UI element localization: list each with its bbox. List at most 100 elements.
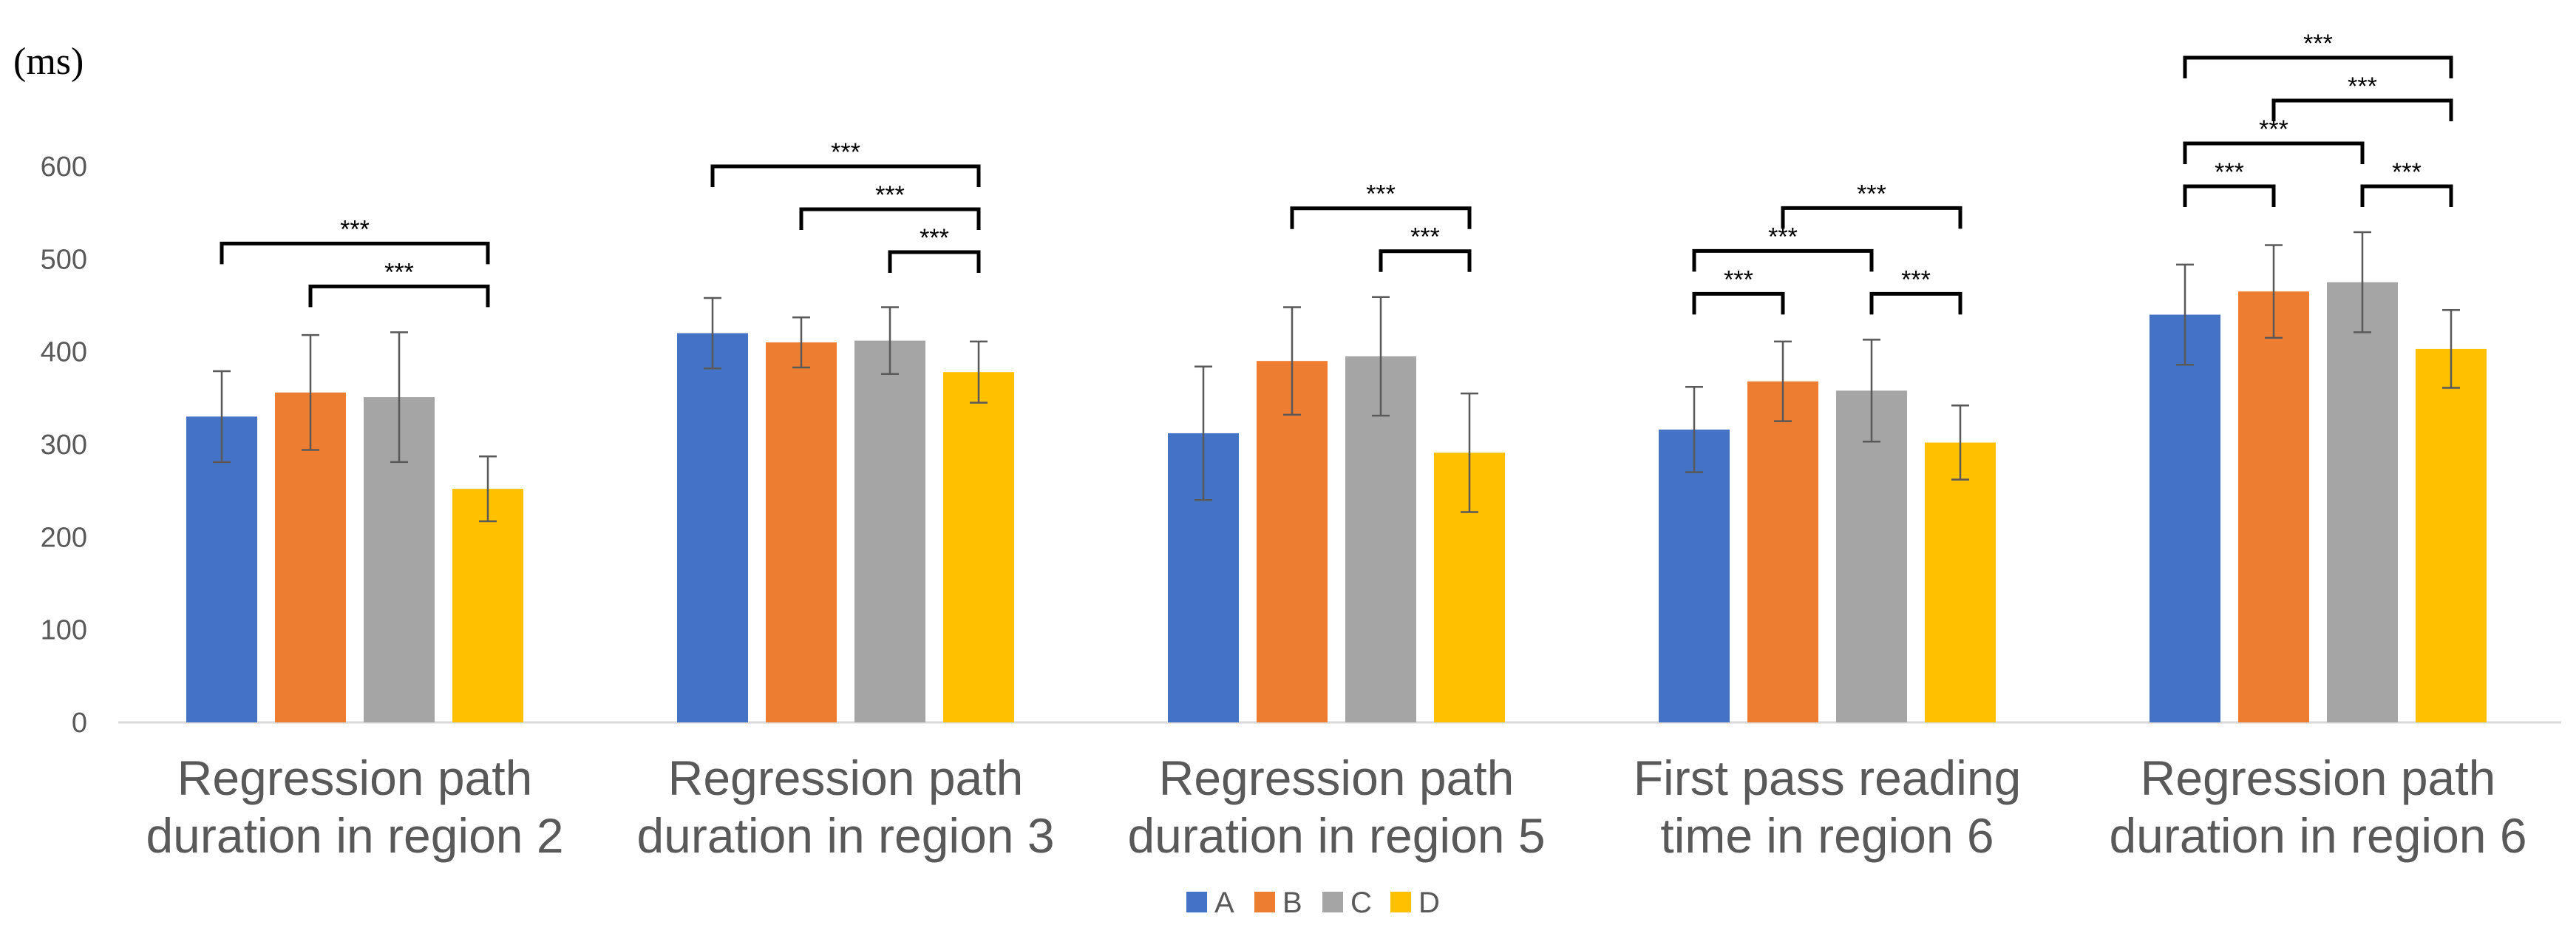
y-tick-label: 500 bbox=[41, 244, 87, 275]
bar-a-cat1 bbox=[186, 416, 257, 722]
significance-label: *** bbox=[2303, 30, 2333, 58]
legend-swatch bbox=[1390, 892, 1411, 912]
bar-b-cat3 bbox=[1257, 361, 1328, 722]
error-bar-b-cat4 bbox=[1774, 340, 1792, 422]
bar-b-cat4 bbox=[1747, 381, 1818, 722]
bar-d-cat5 bbox=[2416, 348, 2487, 722]
error-bar-c-cat3 bbox=[1372, 296, 1390, 417]
significance-bracket: *** bbox=[308, 258, 490, 308]
y-tick-label: 300 bbox=[41, 430, 87, 461]
bar-a-cat5 bbox=[2150, 314, 2220, 722]
y-tick-label: 200 bbox=[41, 522, 87, 553]
y-tick-label: 100 bbox=[41, 615, 87, 646]
error-bar-b-cat5 bbox=[2265, 244, 2283, 339]
significance-label: *** bbox=[2215, 158, 2244, 186]
legend-item-a: A bbox=[1186, 887, 1234, 919]
significance-label: *** bbox=[1901, 265, 1931, 294]
significance-label: *** bbox=[875, 181, 905, 209]
bar-b-cat5 bbox=[2238, 291, 2309, 722]
bar-d-cat2 bbox=[943, 372, 1014, 722]
y-unit-label: (ms) bbox=[13, 41, 84, 83]
y-axis-ticks: 0 100 200 300 400 500 600 bbox=[41, 152, 87, 739]
bars-group bbox=[186, 282, 2487, 723]
error-bar-c-cat2 bbox=[881, 306, 899, 375]
significance-bracket: *** bbox=[2360, 158, 2453, 207]
bar-a-cat4 bbox=[1659, 429, 1730, 722]
significance-brackets: ****** ****************** ************ ****… bbox=[220, 30, 2453, 315]
significance-bracket: *** bbox=[2183, 115, 2365, 164]
legend-swatch bbox=[1254, 892, 1275, 912]
legend-item-c: C bbox=[1322, 887, 1372, 919]
category-label: duration in region 5 bbox=[1127, 808, 1545, 863]
legend-item-b: B bbox=[1254, 887, 1302, 919]
significance-bracket: *** bbox=[2183, 158, 2276, 207]
error-bar-d-cat4 bbox=[1951, 404, 1969, 481]
bar-d-cat1 bbox=[452, 489, 523, 722]
bar-a-cat2 bbox=[677, 333, 748, 723]
significance-bracket: *** bbox=[888, 224, 981, 273]
category-label: Regression path bbox=[2141, 750, 2496, 805]
significance-bracket: *** bbox=[2271, 72, 2453, 121]
category-label: Regression path bbox=[668, 750, 1024, 805]
bar-c-cat4 bbox=[1836, 390, 1907, 722]
y-tick-label: 0 bbox=[72, 708, 87, 739]
significance-bracket: *** bbox=[1692, 223, 1874, 272]
category-label: First pass reading bbox=[1634, 750, 2022, 805]
legend-swatch bbox=[1186, 892, 1207, 912]
legend-label: C bbox=[1350, 887, 1372, 919]
significance-bracket: *** bbox=[2183, 30, 2453, 78]
significance-label: *** bbox=[340, 215, 370, 243]
bar-b-cat2 bbox=[766, 342, 837, 723]
category-label: Regression path bbox=[1159, 750, 1515, 805]
error-bar-a-cat3 bbox=[1194, 365, 1212, 501]
category-label: time in region 6 bbox=[1660, 808, 1994, 863]
error-bar-c-cat4 bbox=[1863, 339, 1880, 443]
error-bar-b-cat2 bbox=[792, 316, 810, 369]
error-bar-a-cat4 bbox=[1685, 386, 1703, 473]
bar-c-cat3 bbox=[1345, 356, 1416, 722]
error-bar-a-cat2 bbox=[704, 297, 721, 370]
error-bar-d-cat3 bbox=[1461, 392, 1478, 513]
significance-label: *** bbox=[1366, 180, 1396, 209]
error-bar-b-cat1 bbox=[302, 333, 319, 451]
legend-label: D bbox=[1418, 887, 1440, 919]
error-bar-d-cat1 bbox=[479, 455, 497, 523]
significance-bracket: *** bbox=[220, 215, 490, 265]
legend-label: B bbox=[1282, 887, 1302, 919]
significance-label: *** bbox=[920, 224, 949, 252]
category-label: duration in region 3 bbox=[636, 808, 1054, 863]
category-label: Regression path bbox=[177, 750, 533, 805]
significance-bracket: *** bbox=[1781, 180, 1962, 229]
significance-label: *** bbox=[2392, 158, 2422, 186]
significance-bracket: *** bbox=[1379, 223, 1472, 272]
error-bar-d-cat5 bbox=[2442, 309, 2460, 389]
legend-swatch bbox=[1322, 892, 1343, 912]
legend-item-d: D bbox=[1390, 887, 1440, 919]
significance-bracket: *** bbox=[1290, 180, 1472, 229]
y-tick-label: 400 bbox=[41, 337, 87, 368]
significance-bracket: *** bbox=[799, 181, 981, 230]
error-bar-c-cat1 bbox=[390, 331, 408, 464]
significance-bracket: *** bbox=[710, 138, 981, 187]
significance-label: *** bbox=[831, 138, 860, 166]
error-bar-c-cat5 bbox=[2354, 231, 2371, 333]
error-bars-group bbox=[213, 231, 2460, 523]
error-bar-b-cat3 bbox=[1283, 306, 1301, 416]
significance-bracket: *** bbox=[1692, 265, 1785, 315]
bar-c-cat2 bbox=[854, 340, 925, 722]
legend: A B C D bbox=[1186, 887, 1440, 919]
legend-label: A bbox=[1214, 887, 1234, 919]
significance-label: *** bbox=[1857, 180, 1886, 208]
category-label: duration in region 2 bbox=[146, 808, 563, 863]
significance-label: *** bbox=[2348, 72, 2377, 101]
bar-d-cat4 bbox=[1925, 442, 1996, 722]
error-bar-d-cat2 bbox=[970, 340, 988, 404]
significance-label: *** bbox=[1410, 223, 1440, 251]
significance-label: *** bbox=[384, 258, 414, 286]
error-bar-a-cat5 bbox=[2176, 263, 2194, 366]
error-bar-a-cat1 bbox=[213, 370, 231, 464]
category-label: duration in region 6 bbox=[2109, 808, 2526, 863]
